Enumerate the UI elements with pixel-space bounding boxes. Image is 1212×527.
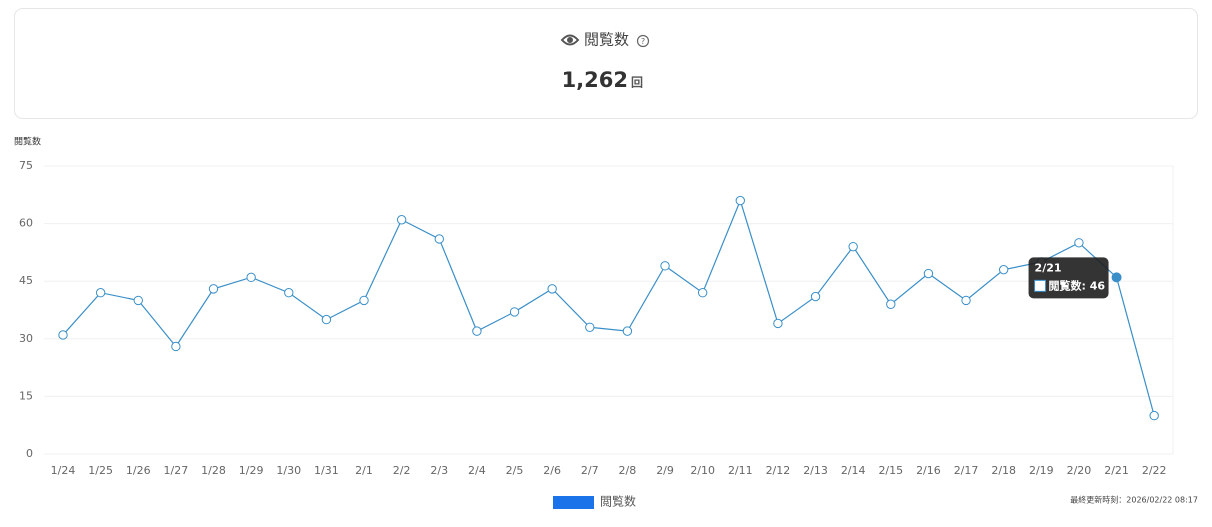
x-tick-label: 2/18 [991, 464, 1016, 477]
summary-unit: 回 [631, 76, 643, 90]
legend-label: 閲覧数 [600, 494, 636, 509]
data-point [58, 330, 68, 340]
data-point [697, 288, 708, 298]
data-point [284, 288, 294, 298]
data-point [998, 264, 1009, 275]
data-point [472, 326, 482, 336]
summary-title: 閲覧数 [584, 31, 629, 49]
y-axis-label: 閲覧数 [14, 136, 41, 148]
y-tick-label: 75 [19, 159, 33, 172]
y-tick-label: 45 [19, 274, 33, 287]
x-tick-label: 2/13 [803, 464, 828, 477]
x-tick-label: 1/30 [276, 464, 301, 477]
eye-icon [560, 34, 580, 46]
x-tick-label: 2/6 [543, 464, 561, 477]
data-point [886, 299, 896, 309]
data-point [923, 268, 934, 279]
x-tick-label: 2/11 [728, 464, 753, 477]
tooltip-box [1028, 257, 1109, 299]
help-icon[interactable]: ? [636, 34, 650, 48]
summary-card [14, 8, 1198, 119]
x-tick-label: 2/2 [393, 464, 411, 477]
y-tick-label: 15 [19, 389, 33, 402]
data-point [1111, 272, 1122, 283]
data-point [735, 195, 745, 206]
x-tick-label: 2/14 [841, 464, 866, 477]
x-tick-label: 1/27 [164, 464, 189, 477]
x-tick-label: 2/9 [656, 464, 674, 477]
legend-swatch [553, 496, 594, 509]
tooltip-text: 閲覧数: 46 [1049, 278, 1106, 292]
x-tick-label: 1/25 [88, 464, 113, 477]
x-tick-label: 1/31 [314, 464, 339, 477]
data-point [773, 318, 783, 329]
x-tick-label: 2/15 [878, 464, 903, 477]
x-tick-label: 2/8 [619, 464, 637, 477]
data-point [359, 295, 369, 306]
x-tick-label: 2/22 [1142, 464, 1167, 477]
data-point [660, 261, 670, 271]
y-tick-label: 60 [19, 217, 33, 230]
data-point [585, 322, 595, 332]
tooltip: 2/21 閲覧数: 46 [1028, 257, 1109, 299]
x-tick-label: 2/17 [954, 464, 979, 477]
x-tick-label: 2/7 [581, 464, 599, 477]
x-tick-label: 2/10 [690, 464, 715, 477]
y-tick-label: 0 [26, 447, 33, 460]
data-point [396, 215, 407, 225]
data-point [961, 295, 971, 306]
x-tick-label: 2/12 [766, 464, 791, 477]
x-tick-label: 2/5 [506, 464, 524, 477]
data-point [95, 288, 106, 298]
x-tick-label: 2/21 [1104, 464, 1129, 477]
series-line [62, 198, 1155, 416]
x-tick-label: 1/26 [126, 464, 151, 477]
data-point [208, 284, 219, 294]
updated-time: 最終更新時刻：2026/02/22 08:17 [1070, 495, 1198, 505]
x-tick-label: 2/16 [916, 464, 941, 477]
x-tick-label: 2/20 [1067, 464, 1092, 477]
data-point [622, 326, 633, 336]
tooltip-swatch [1034, 279, 1047, 292]
x-tick-label: 2/19 [1029, 464, 1054, 477]
data-point [133, 295, 143, 306]
data-point [509, 307, 520, 317]
data-point [1149, 410, 1159, 421]
x-tick-label: 2/3 [430, 464, 448, 477]
y-tick-label: 30 [19, 332, 33, 345]
svg-text:?: ? [641, 37, 645, 46]
x-tick-label: 2/4 [468, 464, 486, 477]
data-point [246, 272, 256, 283]
data-point [1074, 238, 1084, 248]
data-point [547, 284, 557, 294]
data-point [321, 314, 332, 325]
data-point [810, 291, 821, 302]
x-tick-label: 2/1 [355, 464, 373, 477]
x-tick-label: 1/24 [51, 464, 76, 477]
x-tick-label: 1/28 [201, 464, 226, 477]
x-tick-label: 1/29 [239, 464, 264, 477]
data-point [848, 241, 858, 252]
summary-value: 1,262 [562, 68, 628, 92]
data-point [171, 341, 181, 352]
data-point [434, 234, 444, 244]
tooltip-title: 2/21 [1035, 261, 1062, 274]
